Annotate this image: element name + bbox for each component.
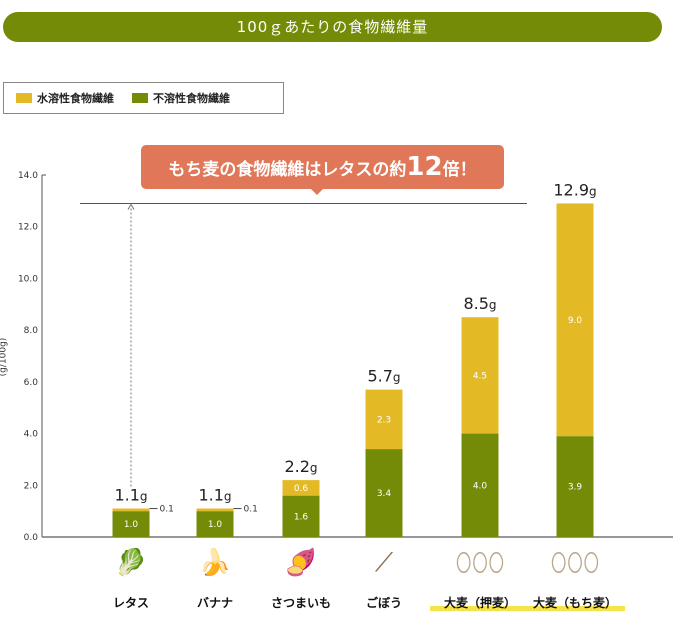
callout-suffix: 倍！	[442, 160, 477, 180]
callout-number: 12	[406, 152, 443, 182]
bar-insoluble	[196, 511, 234, 537]
category-label: ごぼう	[365, 596, 402, 610]
burdock-icon: ⟋	[374, 548, 394, 578]
y-tick-label: 8.0	[24, 326, 39, 336]
mochi-barley-icon: ⬯⬯⬯	[550, 548, 600, 578]
bar-label-soluble: 0.1	[244, 505, 258, 515]
bar-soluble	[461, 317, 499, 434]
sweet-potato-icon: 🍠	[284, 548, 318, 578]
bar-label-insoluble: 3.9	[568, 483, 583, 493]
lettuce-icon: 🥬	[114, 548, 148, 578]
category-label: さつまいも	[270, 596, 331, 610]
bar-insoluble	[282, 495, 320, 537]
legend-soluble-swatch	[16, 93, 32, 103]
bar-soluble	[196, 508, 234, 512]
category-label: 大麦（もち麦）	[525, 594, 625, 611]
bar-label-soluble: 9.0	[568, 316, 583, 326]
bar-label-insoluble: 1.0	[124, 520, 139, 530]
bar-label-soluble: 4.5	[473, 371, 487, 381]
y-tick-label: 12.0	[18, 223, 38, 233]
legend-insoluble-swatch	[132, 93, 148, 103]
y-tick-label: 0.0	[24, 533, 39, 543]
legend: 水溶性食物繊維 不溶性食物繊維	[3, 82, 284, 114]
bar-total-label: 1.1g	[198, 486, 231, 505]
bar-soluble	[112, 508, 150, 512]
pressed-barley-icon: ⬯⬯⬯	[455, 548, 505, 578]
category-label: バナナ	[196, 596, 233, 610]
bar-total-label: 2.2g	[284, 457, 317, 476]
category-label: 大麦（押麦）	[430, 594, 530, 611]
bar-insoluble	[556, 436, 594, 537]
bar-label-insoluble: 1.6	[294, 512, 309, 522]
bar-insoluble	[461, 433, 499, 537]
bar-label-soluble: 0.1	[160, 505, 174, 515]
chart-title: 100ｇあたりの食物繊維量	[3, 12, 662, 42]
category-label: レタス	[112, 596, 149, 610]
bar-label-insoluble: 4.0	[473, 481, 488, 491]
y-tick-label: 14.0	[18, 171, 38, 181]
banana-icon: 🍌	[198, 548, 232, 578]
bar-label-soluble: 2.3	[377, 415, 391, 425]
y-tick-label: 4.0	[24, 430, 39, 440]
bar-total-label: 12.9g	[553, 180, 596, 199]
legend-soluble: 水溶性食物繊維	[37, 92, 114, 105]
bar-soluble	[365, 389, 403, 450]
legend-insoluble: 不溶性食物繊維	[153, 92, 230, 105]
y-tick-label: 6.0	[24, 378, 39, 388]
callout-text: もち麦の食物繊維はレタスの約	[168, 160, 407, 180]
bar-soluble	[282, 480, 320, 496]
bar-total-label: 8.5g	[463, 294, 496, 313]
callout: もち麦の食物繊維はレタスの約12倍！	[141, 145, 504, 195]
y-tick-label: 10.0	[18, 274, 38, 284]
bar-total-label: 1.1g	[114, 486, 147, 505]
bar-total-label: 5.7g	[367, 367, 400, 386]
bar-soluble	[556, 203, 594, 437]
y-tick-label: 2.0	[24, 481, 39, 491]
bar-insoluble	[365, 449, 403, 537]
bar-label-soluble: 0.6	[294, 484, 309, 494]
arrow-head-icon	[127, 203, 135, 210]
bar-label-insoluble: 3.4	[377, 489, 392, 499]
bar-insoluble	[112, 511, 150, 537]
bar-label-insoluble: 1.0	[208, 520, 223, 530]
